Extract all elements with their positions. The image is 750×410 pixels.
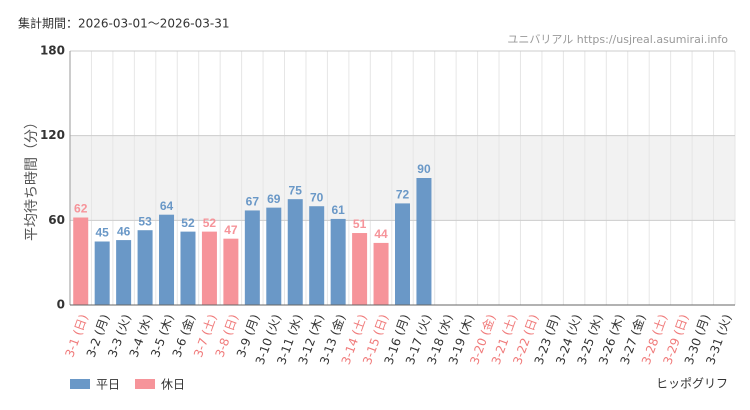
value-label: 46 xyxy=(117,224,131,238)
value-label: 64 xyxy=(160,199,174,213)
bar xyxy=(395,203,410,305)
value-label: 69 xyxy=(267,192,281,206)
y-axis-title: 平均待ち時間（分） xyxy=(24,115,40,241)
bar xyxy=(352,233,368,305)
value-label: 70 xyxy=(310,190,324,204)
source: ユニバリアル https://usjreal.asumirai.info xyxy=(507,33,728,46)
value-label: 61 xyxy=(331,203,345,217)
value-label: 51 xyxy=(353,217,367,231)
value-label: 53 xyxy=(138,214,152,228)
value-label: 67 xyxy=(246,195,260,209)
bar xyxy=(244,210,260,305)
y-tick-label: 0 xyxy=(57,298,65,312)
y-tick-label: 60 xyxy=(48,213,65,227)
value-label: 47 xyxy=(224,223,238,237)
bar xyxy=(373,242,389,305)
value-label: 62 xyxy=(74,202,88,216)
value-label: 75 xyxy=(289,183,303,197)
legend-label: 休日 xyxy=(161,378,185,392)
bar xyxy=(201,231,217,305)
value-label: 52 xyxy=(203,216,217,230)
bar xyxy=(223,238,239,305)
legend-swatch xyxy=(135,379,155,389)
y-tick-label: 180 xyxy=(40,44,65,58)
bar xyxy=(137,230,153,305)
bar xyxy=(180,231,196,305)
credit: ヒッポグリフ xyxy=(656,377,728,391)
value-label: 72 xyxy=(396,188,410,202)
bar xyxy=(266,207,282,305)
bar xyxy=(309,206,325,305)
value-label: 90 xyxy=(417,162,431,176)
value-label: 45 xyxy=(95,226,109,240)
legend-swatch xyxy=(70,379,90,389)
legend-label: 平日 xyxy=(96,378,120,392)
bar xyxy=(116,240,132,305)
chart-title: 集計期間：2026-03-01～2026-03-31 xyxy=(18,16,229,31)
value-label: 44 xyxy=(374,227,388,241)
value-label: 52 xyxy=(181,216,195,230)
bar xyxy=(330,218,346,305)
bar xyxy=(287,199,303,305)
bar xyxy=(73,217,89,305)
bar xyxy=(416,178,432,305)
bar xyxy=(94,241,110,305)
bar xyxy=(159,214,175,305)
y-tick-label: 120 xyxy=(40,128,65,142)
